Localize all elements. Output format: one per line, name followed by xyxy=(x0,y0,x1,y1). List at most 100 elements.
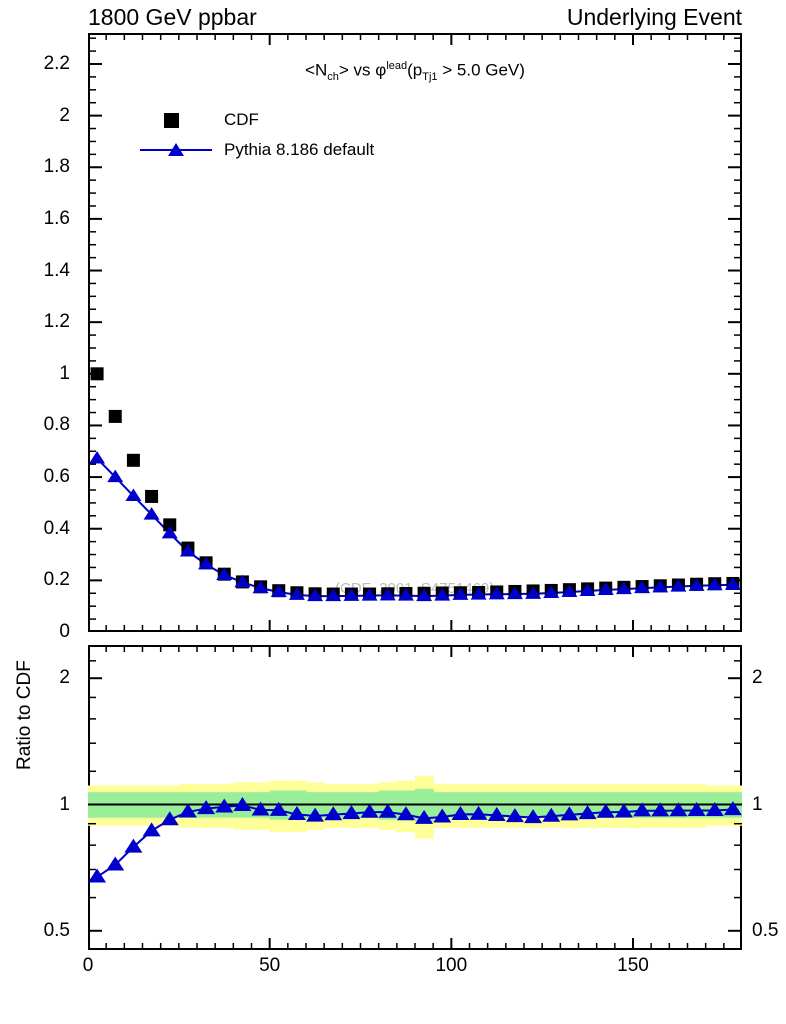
legend: CDF Pythia 8.186 default xyxy=(140,105,374,165)
legend-label-pythia: Pythia 8.186 default xyxy=(224,140,375,159)
data-point-pythia xyxy=(270,584,287,598)
data-point-pythia xyxy=(198,556,215,570)
title-part-1: <N xyxy=(305,60,328,80)
ratio-point-pythia xyxy=(651,802,670,817)
main-y-tick-label: 0.6 xyxy=(43,466,70,488)
ratio-point-pythia xyxy=(669,802,688,817)
data-point-pythia xyxy=(615,581,632,595)
data-point-pythia xyxy=(724,577,741,590)
data-point-pythia xyxy=(125,488,142,501)
data-point-pythia xyxy=(397,588,414,601)
ratio-point-pythia xyxy=(687,802,706,817)
legend-key-square xyxy=(140,109,212,131)
data-point-pythia xyxy=(488,586,505,600)
ratio-point-pythia xyxy=(160,811,179,826)
main-plot-canvas xyxy=(88,33,742,632)
legend-entry-cdf[interactable]: CDF xyxy=(140,105,374,135)
data-point-pythia xyxy=(597,582,614,595)
ratio-plot-canvas xyxy=(88,645,742,950)
ratio-point-pythia xyxy=(233,797,252,812)
data-point-pythia xyxy=(543,585,560,599)
main-y-tick-label: 1.6 xyxy=(43,207,70,229)
ratio-point-pythia xyxy=(542,807,561,822)
title-sup-lead: lead xyxy=(386,60,408,72)
ratio-y-axis-ticklabels: 0.5 1 2 xyxy=(0,645,82,950)
ratio-y-tick-label: 0.5 xyxy=(43,919,70,941)
legend-entry-pythia[interactable]: Pythia 8.186 default xyxy=(140,135,374,165)
ratio-point-pythia xyxy=(578,805,597,820)
ratio-point-pythia xyxy=(487,806,506,821)
main-y-tick-label: 2 xyxy=(59,104,70,126)
ratio-point-pythia xyxy=(560,806,579,821)
data-point-pythia xyxy=(143,507,160,520)
data-point-pythia xyxy=(416,588,433,602)
data-point-pythia xyxy=(470,587,487,600)
ratio-point-pythia xyxy=(197,800,216,815)
ratio-point-pythia xyxy=(215,798,234,813)
ratio-point-pythia xyxy=(142,822,161,837)
data-point-pythia xyxy=(234,574,251,588)
ratio-point-pythia xyxy=(106,856,125,871)
ratio-y-tick-label-right: 2 xyxy=(752,667,763,689)
data-point-pythia xyxy=(343,588,360,601)
x-tick-label: 150 xyxy=(617,955,649,976)
data-point-pythia xyxy=(652,579,669,593)
ratio-point-pythia xyxy=(596,803,615,818)
ratio-point-pythia xyxy=(269,801,288,816)
main-y-tick-label: 1.8 xyxy=(43,156,70,178)
data-point-pythia xyxy=(107,469,124,483)
title-part-2: > vs φ xyxy=(338,60,387,80)
data-point-pythia xyxy=(434,588,451,601)
header-beam-label: 1800 GeV ppbar xyxy=(88,4,257,30)
ratio-point-pythia xyxy=(396,806,415,821)
data-point-cdf xyxy=(145,489,159,503)
data-point-pythia xyxy=(688,578,705,591)
legend-label-cdf: CDF xyxy=(224,110,259,129)
title-sub-tj1: Tj1 xyxy=(422,71,438,84)
data-point-cdf xyxy=(90,367,104,381)
title-part-4: > 5.0 GeV) xyxy=(437,60,525,80)
ratio-point-pythia xyxy=(178,803,197,818)
data-point-pythia xyxy=(307,588,324,602)
data-point-cdf xyxy=(126,453,140,467)
data-point-pythia xyxy=(561,584,578,598)
data-point-cdf xyxy=(108,409,122,423)
data-point-pythia xyxy=(216,567,233,580)
ratio-y-axis-ticklabels-right: 0.5 1 2 xyxy=(750,645,786,950)
data-point-pythia xyxy=(361,588,378,601)
header-analysis-label: Underlying Event xyxy=(566,4,742,30)
data-point-pythia xyxy=(670,579,687,592)
data-point-pythia xyxy=(706,577,723,591)
main-y-tick-label: 1 xyxy=(59,362,70,384)
main-y-tick-label: 0.2 xyxy=(43,569,70,591)
ratio-point-pythia xyxy=(324,806,343,821)
ratio-point-pythia xyxy=(124,838,143,853)
main-y-tick-label: 1.2 xyxy=(43,311,70,333)
legend-key-triangle-line xyxy=(140,139,212,161)
data-point-pythia xyxy=(288,587,305,600)
ratio-point-pythia xyxy=(524,809,543,824)
ratio-point-pythia xyxy=(705,802,724,817)
main-y-tick-label: 0.8 xyxy=(43,414,70,436)
ratio-y-tick-label-right: 1 xyxy=(752,793,763,815)
x-tick-label: 100 xyxy=(435,955,468,976)
data-point-pythia xyxy=(179,544,196,557)
main-y-tick-label: 0.4 xyxy=(43,517,70,539)
x-tick-label: 50 xyxy=(259,955,281,976)
main-y-tick-label: 1.4 xyxy=(43,259,70,281)
data-point-cdf xyxy=(163,518,177,532)
plot-title: <Nch> vs φlead(pTj1 > 5.0 GeV) xyxy=(88,60,742,83)
data-point-pythia xyxy=(525,586,542,599)
main-y-tick-label: 0 xyxy=(59,621,70,642)
data-point-pythia xyxy=(634,580,651,594)
data-point-pythia xyxy=(161,525,178,539)
square-marker-icon xyxy=(164,113,179,128)
ratio-point-pythia xyxy=(723,801,742,816)
ratio-point-pythia xyxy=(88,868,107,883)
ratio-point-pythia xyxy=(342,805,361,820)
ratio-point-pythia xyxy=(469,805,488,820)
ratio-axis-title: Ratio to CDF xyxy=(14,660,35,770)
ratio-point-pythia xyxy=(251,801,270,816)
triangle-marker-icon xyxy=(168,143,184,156)
ratio-point-pythia xyxy=(451,806,470,821)
